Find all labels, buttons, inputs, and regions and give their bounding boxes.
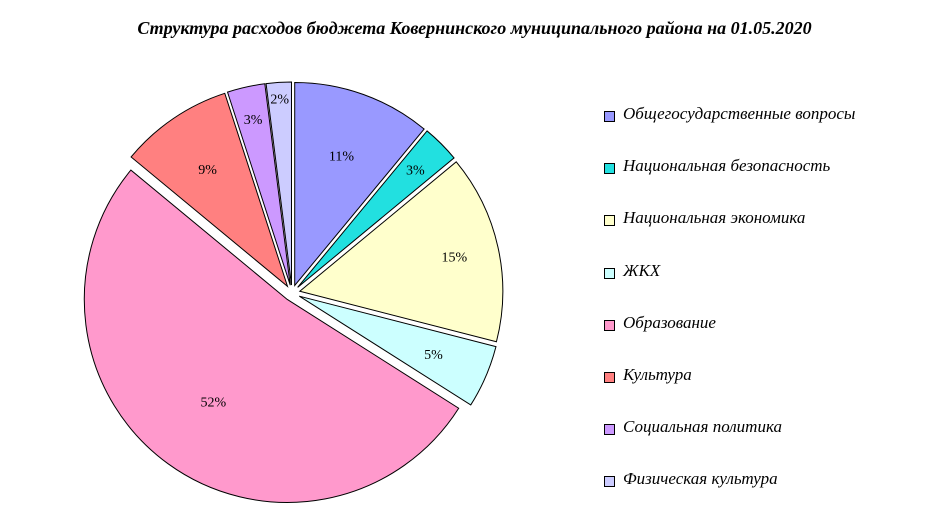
slice-data-label: 3% (406, 164, 425, 179)
chart-legend: Общегосударственные вопросы Национальная … (604, 104, 855, 522)
slice-data-label: 9% (198, 163, 217, 178)
pie-slice-7 (226, 83, 291, 286)
legend-label: Культура (623, 364, 692, 384)
slice-data-label: 3% (244, 113, 263, 128)
chart-title: Структура расходов бюджета Ковернинского… (137, 18, 812, 38)
legend-label: Социальная политика (623, 417, 782, 437)
legend-label: Национальная экономика (623, 208, 806, 228)
pie-slice-6 (130, 92, 289, 288)
pie-slice-5 (83, 169, 460, 503)
pie-slice-2 (297, 130, 455, 288)
legend-item: Национальная безопасность (604, 156, 855, 208)
legend-swatch (604, 111, 615, 122)
legend-item: Национальная экономика (604, 208, 855, 260)
legend-item: Социальная политика (604, 417, 855, 469)
legend-swatch (604, 163, 615, 175)
slice-data-label: 11% (329, 150, 354, 165)
slice-data-label: 5% (424, 348, 443, 363)
legend-item: Физическая культура (604, 469, 855, 521)
legend-label: Физическая культура (623, 469, 778, 489)
legend-item: Образование (604, 313, 855, 365)
legend-item: ЖКХ (604, 261, 855, 313)
legend-item: Общегосударственные вопросы (604, 104, 855, 156)
pie-slice-8 (265, 81, 292, 286)
legend-label: Национальная безопасность (623, 156, 831, 176)
slice-data-label: 2% (270, 93, 289, 108)
legend-label: ЖКХ (623, 260, 661, 280)
pie-slice-1 (294, 81, 425, 287)
legend-label: Общегосударственные вопросы (623, 104, 856, 123)
legend-swatch (604, 424, 615, 436)
legend-swatch (604, 267, 615, 279)
slice-data-label: 15% (441, 251, 467, 266)
legend-label: Образование (623, 312, 716, 332)
slice-data-label: 52% (200, 395, 226, 410)
legend-swatch (604, 476, 615, 488)
pie-slice-4 (299, 295, 497, 406)
legend-swatch (604, 215, 615, 227)
legend-swatch (604, 319, 615, 331)
legend-swatch (604, 371, 615, 383)
legend-item: Культура (604, 365, 855, 417)
pie-chart: 11% 3% 15% 5% 52% 9% 3% 2% (83, 81, 504, 503)
pie-slice-3 (298, 161, 504, 343)
